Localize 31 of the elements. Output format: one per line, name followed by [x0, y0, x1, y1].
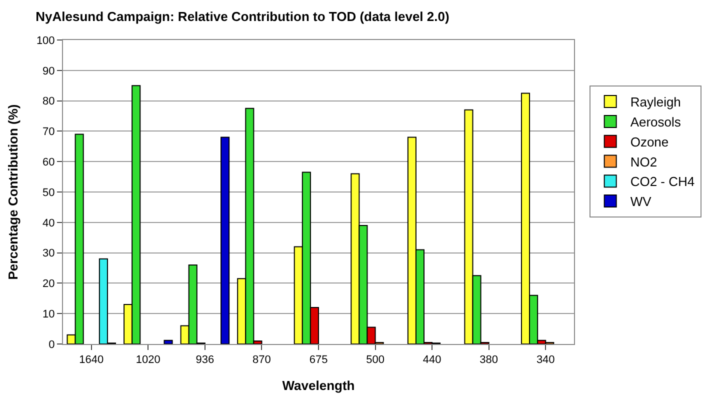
x-tick-label: 340	[536, 354, 555, 366]
legend-label: Aerosols	[630, 114, 682, 130]
legend-label: Ozone	[630, 134, 669, 150]
y-tick-label: 0	[48, 338, 55, 351]
y-tick-label: 80	[42, 96, 55, 108]
bar	[164, 340, 173, 344]
x-tick-label: 1640	[79, 354, 104, 366]
y-tick-label: 30	[42, 248, 55, 260]
y-tick-label: 50	[42, 186, 55, 199]
y-tick-label: 70	[42, 126, 55, 138]
y-tick-label: 20	[42, 278, 55, 290]
y-tick-label: 10	[42, 308, 55, 320]
y-tick-label: 100	[36, 34, 55, 47]
y-tick-label: 60	[42, 156, 55, 168]
x-axis-title: Wavelength	[282, 378, 355, 393]
x-tick-label: 1020	[136, 354, 160, 366]
y-tick-label: 90	[42, 65, 55, 78]
x-tick-label: 675	[309, 354, 328, 366]
x-tick-label: 936	[196, 354, 214, 366]
legend-label: Rayleigh	[630, 94, 681, 110]
bar	[220, 136, 230, 344]
x-tick-label: 440	[422, 354, 442, 366]
x-tick-label: 380	[480, 354, 498, 366]
chart-title: NyAlesund Campaign: Relative Contribution to TOD (data level 2.0)	[36, 9, 450, 24]
legend-label: NO2	[630, 154, 658, 170]
x-tick-label: 870	[252, 354, 271, 366]
legend-label: WV	[630, 194, 652, 210]
y-tick-label: 40	[42, 217, 55, 230]
legend-label: CO2 - CH4	[630, 174, 695, 190]
y-axis-title: Percentage Contribution (%)	[5, 104, 20, 280]
x-tick-label: 500	[366, 354, 384, 366]
